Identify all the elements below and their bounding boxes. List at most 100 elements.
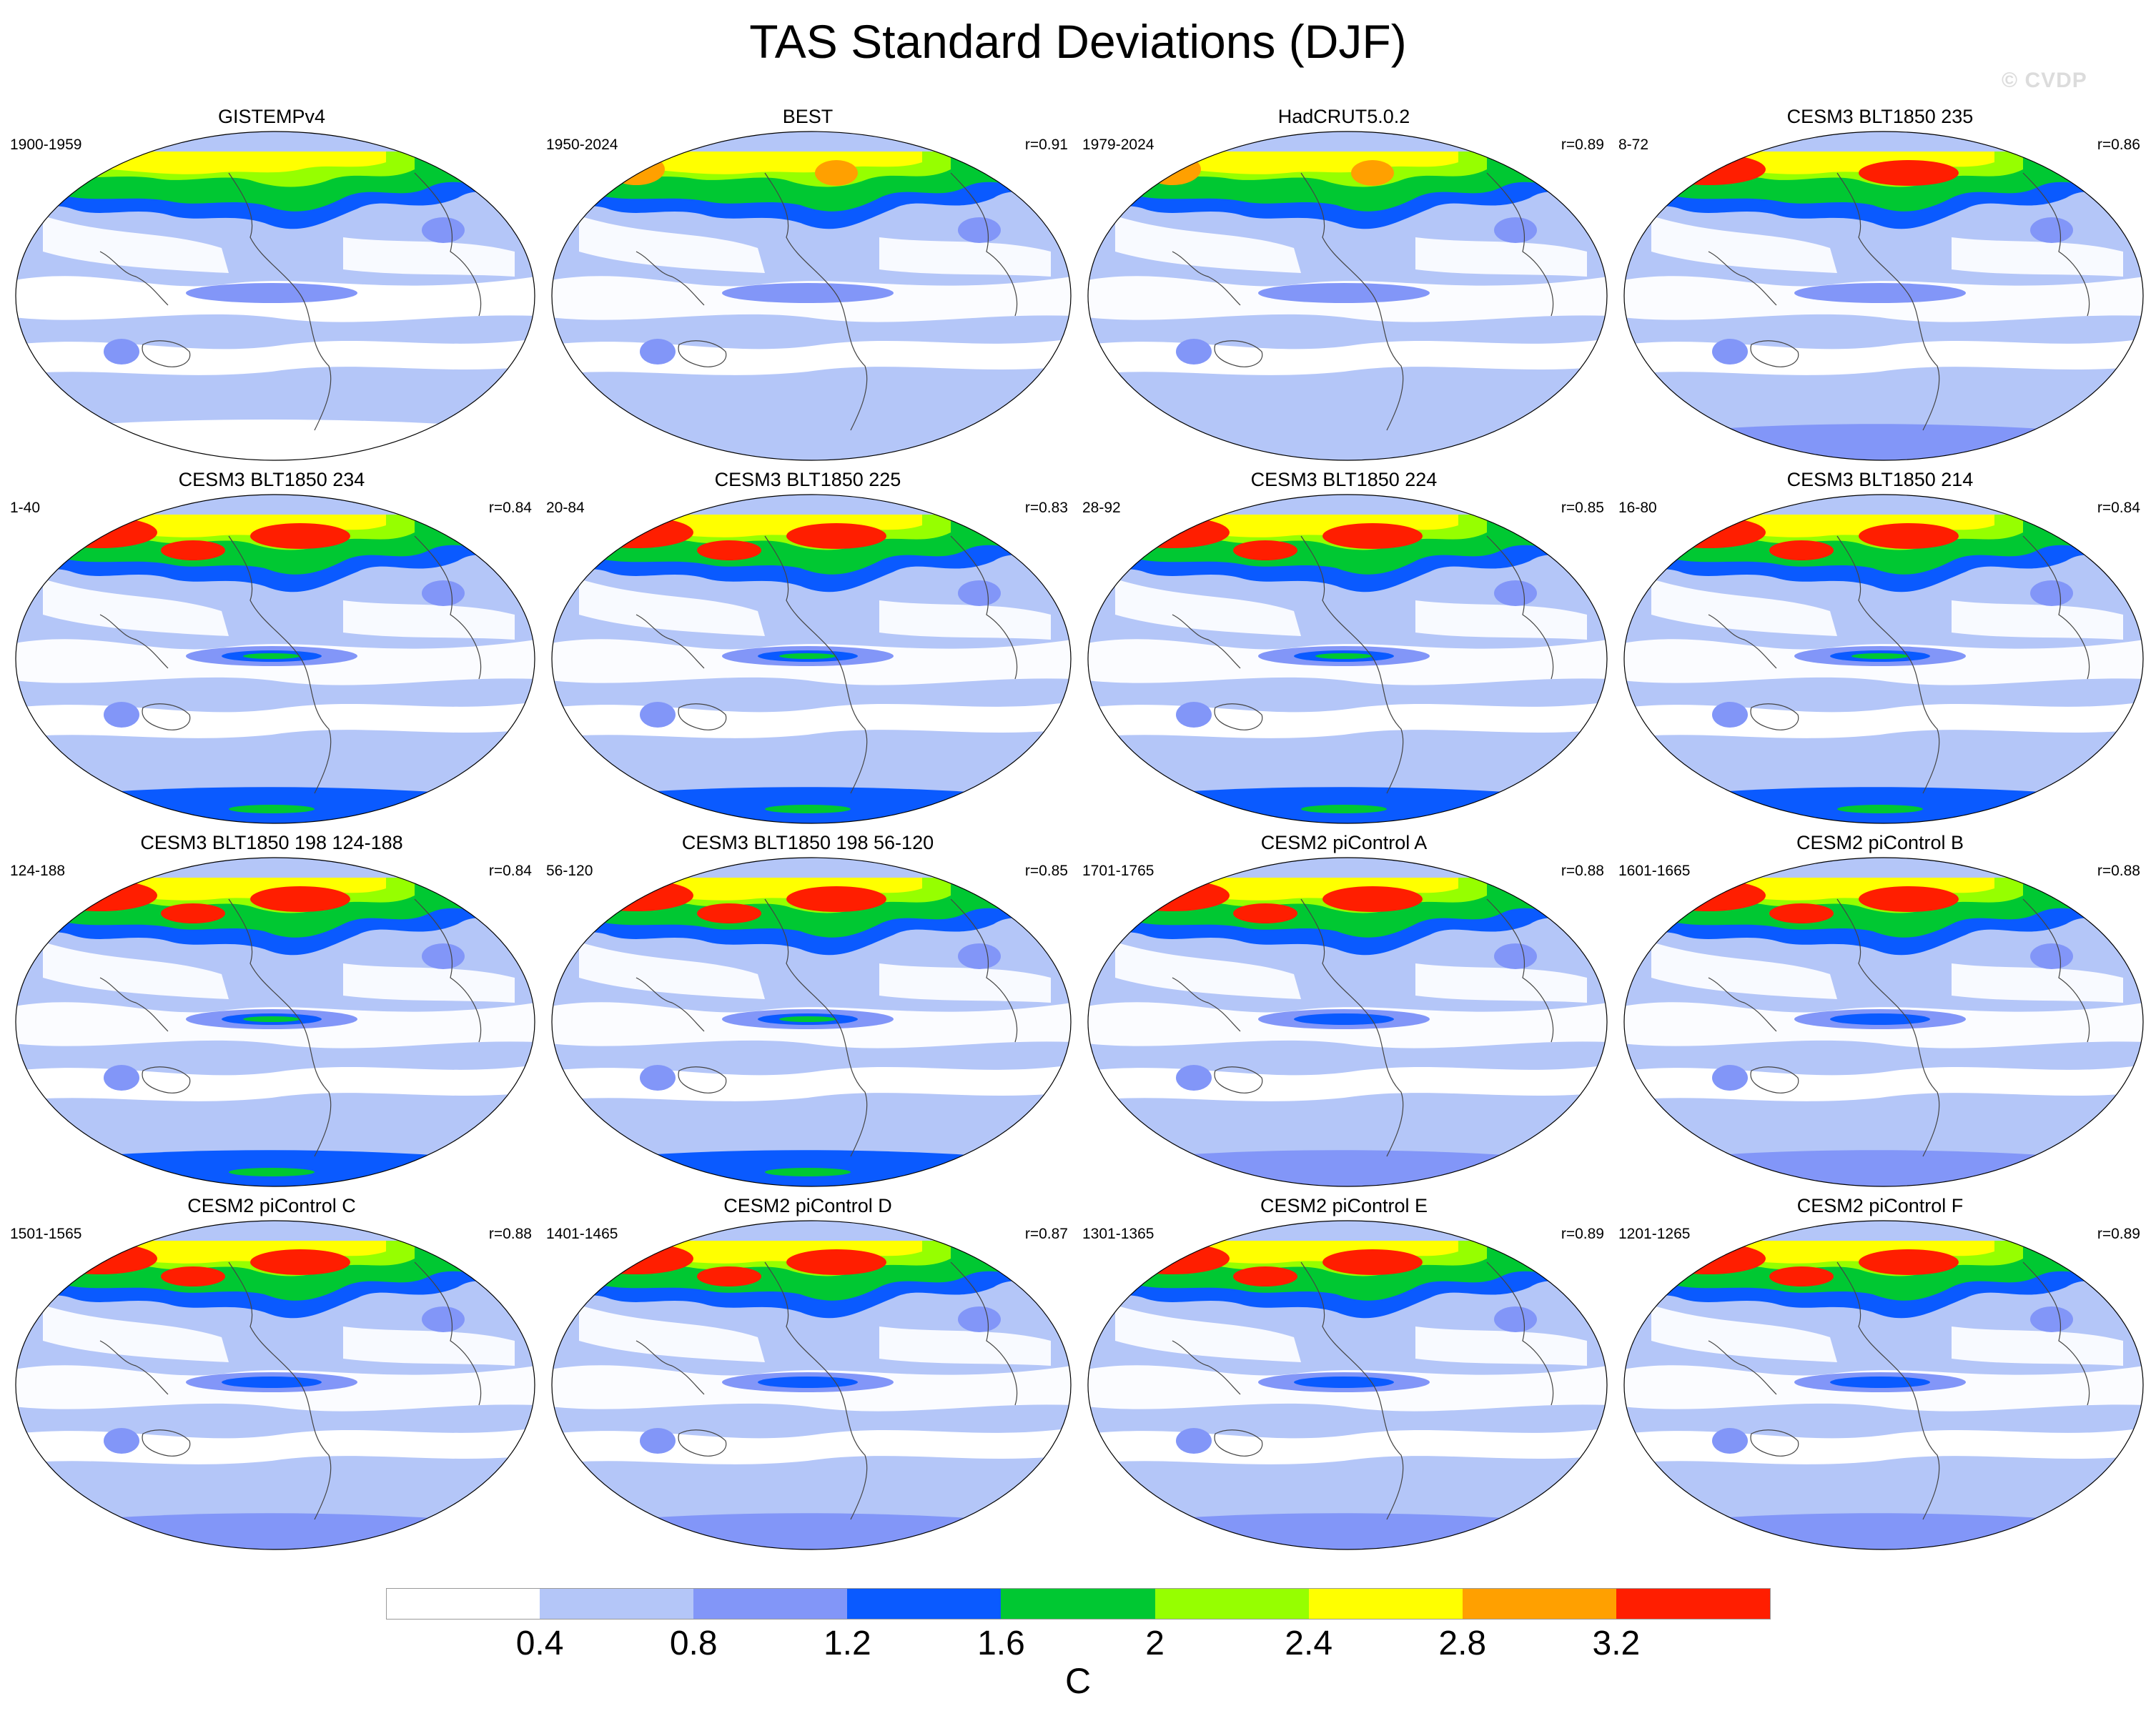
panel-pattern-correlation: r=0.84 [488, 500, 532, 516]
panel-years: 1-40 [10, 500, 41, 516]
panel-years: 20-84 [546, 500, 585, 516]
panel-title: CESM2 piControl B [1796, 832, 1964, 853]
map-panel: CESM2 piControl A 1701-1765 r=0.88 [1079, 830, 1608, 1188]
panel-title: CESM2 piControl C [187, 1195, 356, 1216]
panel-title: HadCRUT5.0.2 [1277, 106, 1410, 127]
globe-outline [15, 131, 535, 461]
globe-outline [551, 857, 1072, 1187]
map-panel: CESM3 BLT1850 234 1-40 r=0.84 [7, 467, 536, 825]
globe-outline [1623, 857, 2144, 1187]
globe-map [1087, 131, 1608, 461]
panel-title: CESM3 BLT1850 234 [178, 469, 365, 490]
map-panel: CESM3 BLT1850 214 16-80 r=0.84 [1616, 467, 2145, 825]
panel-title: CESM3 BLT1850 198 124-188 [140, 832, 403, 853]
panel-pattern-correlation: r=0.86 [2097, 137, 2140, 153]
panel-title: CESM3 BLT1850 235 [1786, 106, 1974, 127]
panel-title: CESM3 BLT1850 198 56-120 [681, 832, 934, 853]
map-field [1624, 132, 2143, 460]
globe-map [551, 131, 1072, 461]
colorbar-swatch [386, 1588, 541, 1620]
panel-years: 1950-2024 [546, 137, 618, 153]
panel-pattern-correlation: r=0.91 [1024, 137, 1068, 153]
globe-outline [1087, 857, 1608, 1187]
globe-outline [15, 857, 535, 1187]
globe-map [1623, 857, 2144, 1187]
panel-years: 16-80 [1618, 500, 1657, 516]
map-field [1624, 1221, 2143, 1549]
globe-outline [551, 1220, 1072, 1550]
panel-title: CESM3 BLT1850 214 [1786, 469, 1974, 490]
map-field [1088, 495, 1607, 823]
panel-years: 1701-1765 [1082, 863, 1154, 879]
colorbar-tick-label: 2 [1145, 1625, 1164, 1662]
map-field [16, 1221, 535, 1549]
panel-years: 28-92 [1082, 500, 1121, 516]
map-panel: CESM3 BLT1850 198 56-120 56-120 r=0.85 [543, 830, 1072, 1188]
panel-pattern-correlation: r=0.88 [488, 1226, 532, 1242]
colorbar-swatch [1308, 1588, 1463, 1620]
globe-map [1087, 857, 1608, 1187]
map-panel: CESM3 BLT1850 224 28-92 r=0.85 [1079, 467, 1608, 825]
map-field [552, 495, 1071, 823]
colorbar-tick-label: 0.4 [515, 1625, 564, 1662]
globe-map [1087, 494, 1608, 824]
panel-pattern-correlation: r=0.85 [1024, 863, 1068, 879]
colorbar-tick-label: 1.2 [823, 1625, 871, 1662]
globe-map [1623, 131, 2144, 461]
globe-outline [1623, 494, 2144, 824]
globe-outline [1087, 131, 1608, 461]
panel-years: 1201-1265 [1618, 1226, 1691, 1242]
colorbar-swatch [540, 1588, 695, 1620]
panel-title: CESM2 piControl D [723, 1195, 892, 1216]
map-panel: CESM2 piControl D 1401-1465 r=0.87 [543, 1194, 1072, 1551]
panel-pattern-correlation: r=0.89 [1561, 1226, 1604, 1242]
cvdp-watermark: © CVDP [2002, 69, 2087, 92]
colorbar-swatch [1462, 1588, 1617, 1620]
panel-title: CESM3 BLT1850 224 [1250, 469, 1438, 490]
colorbar-unit-label: C [1064, 1661, 1092, 1701]
panel-pattern-correlation: r=0.83 [1024, 500, 1068, 516]
map-panel: HadCRUT5.0.2 1979-2024 r=0.89 [1079, 104, 1608, 462]
colorbar-tick-label: 2.4 [1285, 1625, 1333, 1662]
panel-pattern-correlation: r=0.88 [1561, 863, 1604, 879]
panel-title: CESM2 piControl A [1260, 832, 1428, 853]
map-field [1088, 132, 1607, 460]
globe-map [1087, 1220, 1608, 1550]
panel-title: CESM2 piControl F [1796, 1195, 1964, 1216]
globe-outline [1087, 1220, 1608, 1550]
colorbar-swatch [693, 1588, 849, 1620]
globe-outline [1623, 131, 2144, 461]
globe-map [551, 494, 1072, 824]
panel-years: 56-120 [546, 863, 593, 879]
map-field [552, 1221, 1071, 1549]
panel-title: BEST [782, 106, 834, 127]
colorbar-swatch [847, 1588, 1002, 1620]
map-panel: CESM3 BLT1850 235 8-72 r=0.86 [1616, 104, 2145, 462]
globe-map [15, 494, 535, 824]
map-field [1624, 495, 2143, 823]
figure-title: TAS Standard Deviations (DJF) [749, 15, 1407, 68]
panel-title: CESM3 BLT1850 225 [714, 469, 901, 490]
colorbar-tick-label: 0.8 [669, 1625, 718, 1662]
globe-outline [15, 494, 535, 824]
colorbar-tick-label: 2.8 [1438, 1625, 1487, 1662]
map-field [1088, 1221, 1607, 1549]
globe-map [15, 1220, 535, 1550]
panel-years: 1501-1565 [10, 1226, 82, 1242]
panel-pattern-correlation: r=0.89 [1561, 137, 1604, 153]
colorbar-swatch [1616, 1588, 1771, 1620]
globe-map [551, 1220, 1072, 1550]
panel-years: 1601-1665 [1618, 863, 1691, 879]
panel-years: 8-72 [1618, 137, 1649, 153]
map-field [1624, 858, 2143, 1186]
map-panel: CESM2 piControl E 1301-1365 r=0.89 [1079, 1194, 1608, 1551]
map-panel: CESM2 piControl C 1501-1565 r=0.88 [7, 1194, 536, 1551]
globe-map [15, 131, 535, 461]
map-panel: GISTEMPv4 1900-1959 [7, 104, 536, 462]
map-panel: BEST 1950-2024 r=0.91 [543, 104, 1072, 462]
globe-outline [15, 1220, 535, 1550]
panel-title: CESM2 piControl E [1260, 1195, 1428, 1216]
globe-outline [551, 131, 1072, 461]
globe-outline [551, 494, 1072, 824]
colorbar-swatch [1001, 1588, 1156, 1620]
